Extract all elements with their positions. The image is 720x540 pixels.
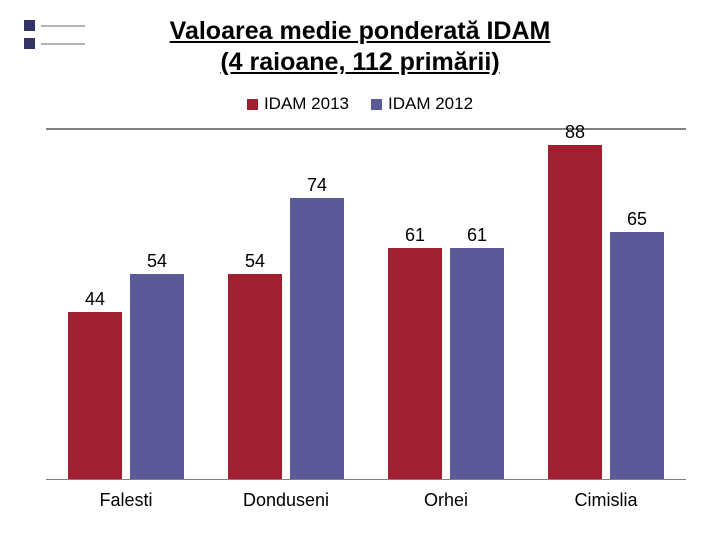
bar-value-label: 65: [610, 209, 664, 232]
legend-label: IDAM 2012: [388, 94, 473, 114]
bar-value-label: 61: [450, 225, 504, 248]
title-line-1: Valoarea medie ponderată IDAM: [170, 16, 551, 47]
bar-value-label: 74: [290, 175, 344, 198]
bar: 61: [388, 248, 442, 479]
bar: 54: [228, 274, 282, 479]
x-axis-labels: Falesti Donduseni Orhei Cimislia: [46, 490, 686, 512]
bar: 61: [450, 248, 504, 479]
bar-value-label: 61: [388, 225, 442, 248]
bar-group: 8865: [531, 130, 681, 479]
x-axis-label: Donduseni: [211, 490, 361, 511]
bar-value-label: 44: [68, 289, 122, 312]
chart-title: Valoarea medie ponderată IDAM (4 raioane…: [0, 16, 720, 79]
legend-item-2012: IDAM 2012: [371, 94, 473, 114]
bar: 54: [130, 274, 184, 479]
bar-value-label: 88: [548, 122, 602, 145]
title-line-2: (4 raioane, 112 primării): [220, 47, 499, 78]
bar-value-label: 54: [228, 251, 282, 274]
bar-value-label: 54: [130, 251, 184, 274]
legend-swatch-icon: [371, 99, 382, 110]
legend-item-2013: IDAM 2013: [247, 94, 349, 114]
legend-label: IDAM 2013: [264, 94, 349, 114]
bar: 44: [68, 312, 122, 479]
bar: 74: [290, 198, 344, 479]
bar-group: 6161: [371, 130, 521, 479]
x-axis-label: Falesti: [51, 490, 201, 511]
bar: 88: [548, 145, 602, 479]
chart-plot-area: 4454547461618865: [46, 130, 686, 480]
bar-group: 5474: [211, 130, 361, 479]
x-axis-label: Cimislia: [531, 490, 681, 511]
bar-group: 4454: [51, 130, 201, 479]
x-axis-label: Orhei: [371, 490, 521, 511]
bar: 65: [610, 232, 664, 479]
legend: IDAM 2013 IDAM 2012: [0, 94, 720, 114]
legend-swatch-icon: [247, 99, 258, 110]
